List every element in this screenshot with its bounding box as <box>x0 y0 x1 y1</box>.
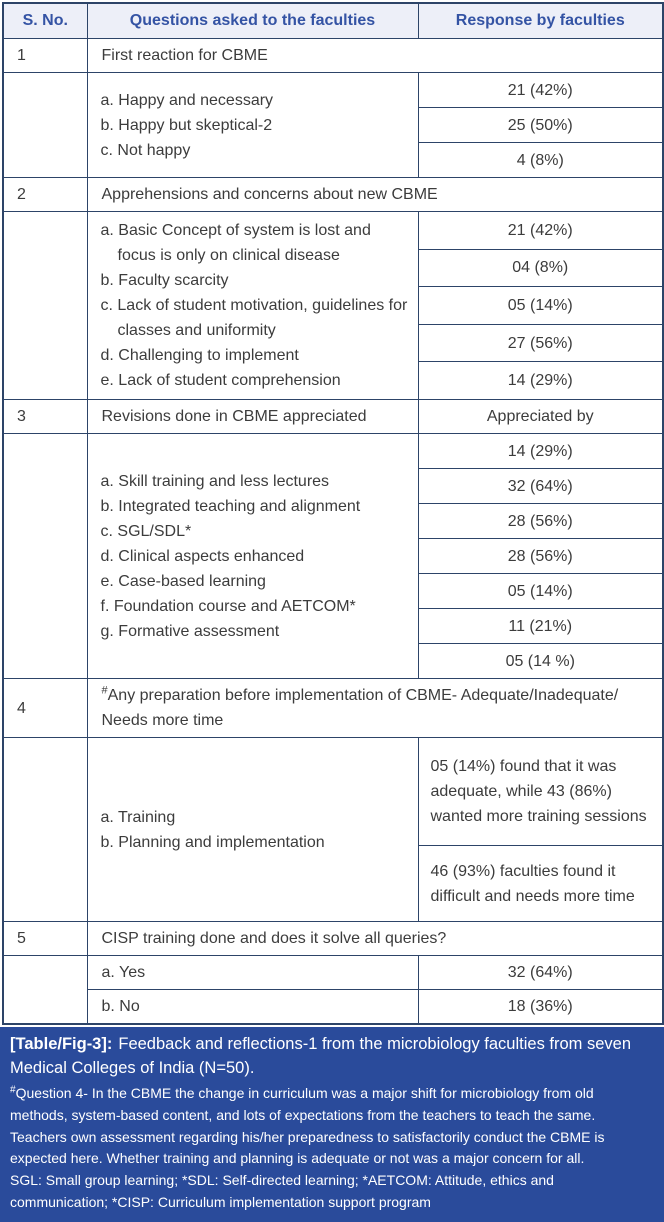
sno-spacer-1 <box>2 72 88 178</box>
response-cell-3g: 05 (14 %) <box>417 643 664 679</box>
option-2b: b. Faculty scarcity <box>100 272 229 289</box>
option-4b: b. Planning and implementation <box>100 833 325 851</box>
column-header-response: Response by faculties <box>417 2 664 39</box>
faculty-feedback-table: S. No. Questions asked to the faculties … <box>2 2 664 1025</box>
question-row-1: 1 First reaction for CBME <box>2 38 664 73</box>
option-3c: c. SGL/SDL* <box>100 522 192 540</box>
sno-cell-1: 1 <box>2 38 88 73</box>
option-3d: d. Clinical aspects enhanced <box>100 547 305 565</box>
option-1b: b. Happy but skeptical-2 <box>100 116 273 134</box>
options-cell-3: a. Skill training and less lectures b. I… <box>86 433 419 679</box>
sno-cell-5: 5 <box>2 921 88 956</box>
response-cell-1a: 21 (42%) <box>417 72 664 108</box>
option-2e: e. Lack of student comprehension <box>100 372 341 389</box>
options-cell-1: a. Happy and necessary b. Happy but skep… <box>86 72 419 178</box>
option-3b: b. Integrated teaching and alignment <box>100 497 361 515</box>
response-cell-1b: 25 (50%) <box>417 107 664 143</box>
option-2d: d. Challenging to implement <box>100 347 299 364</box>
response-cell-2c: 05 (14%) <box>417 286 664 325</box>
question-row-5: 5 CISP training done and does it solve a… <box>2 921 664 956</box>
question-cell-2: Apprehensions and concerns about new CBM… <box>86 177 664 212</box>
table-caption: [Table/Fig-3]: Feedback and reflections-1… <box>10 1033 654 1081</box>
footnote-marker: # <box>10 1084 16 1096</box>
column-header-questions: Questions asked to the faculties <box>86 2 419 39</box>
question-text-4: Any preparation before implementation of… <box>101 687 619 729</box>
question-row-4: 4 #Any preparation before implementation… <box>2 678 664 738</box>
item-row-5b: b. No 18 (36%) <box>3 989 664 1025</box>
question-row-2: 2 Apprehensions and concerns about new C… <box>2 177 664 212</box>
footnotes: #Question 4- In the CBME the change in c… <box>10 1083 654 1214</box>
caption-label: [Table/Fig-3]: <box>10 1035 113 1053</box>
options-cell-2: a. Basic Concept of system is lost and f… <box>86 211 419 400</box>
response-cell-5b: 18 (36%) <box>417 989 664 1025</box>
options-cell-4: a. Training b. Planning and implementati… <box>86 737 419 922</box>
option-5a: a. Yes <box>86 955 419 990</box>
option-5b: b. No <box>86 989 419 1025</box>
response-cell-4b: 46 (93%) faculties found it difficult an… <box>417 845 664 922</box>
question-cell-5: CISP training done and does it solve all… <box>86 921 664 956</box>
caption-band: [Table/Fig-3]: Feedback and reflections-1… <box>0 1027 664 1222</box>
option-3g: g. Formative assessment <box>100 622 280 640</box>
table-header-row: S. No. Questions asked to the faculties … <box>2 2 664 39</box>
option-3e: e. Case-based learning <box>100 572 266 590</box>
footnote-question4-text: Question 4- In the CBME the change in cu… <box>10 1084 605 1167</box>
response-cell-1c: 4 (8%) <box>417 142 664 178</box>
sno-spacer-4 <box>2 737 88 922</box>
question-row-3: 3 Revisions done in CBME appreciated App… <box>2 399 664 434</box>
option-1a: a. Happy and necessary <box>100 91 274 109</box>
sno-spacer-5 <box>2 955 88 1025</box>
option-4a: a. Training <box>100 808 176 826</box>
footnote-abbreviations: SGL: Small group learning; *SDL: Self-di… <box>10 1170 654 1214</box>
sno-cell-4: 4 <box>2 678 88 738</box>
response-cell-2a: 21 (42%) <box>417 211 664 250</box>
option-2c: c. Lack of student motivation, guideline… <box>100 297 408 339</box>
response-cell-3e: 05 (14%) <box>417 573 664 609</box>
options-block-3: a. Skill training and less lectures b. I… <box>2 433 664 679</box>
caption-text: Feedback and reflections-1 from the micr… <box>10 1035 632 1077</box>
question-cell-4: #Any preparation before implementation o… <box>86 678 664 738</box>
response-cell-3c: 28 (56%) <box>417 503 664 539</box>
footnote-abbreviations-text: SGL: Small group learning; *SDL: Self-di… <box>10 1172 554 1210</box>
item-row-5a: a. Yes 32 (64%) <box>2 955 664 1025</box>
response-cell-3d: 28 (56%) <box>417 538 664 574</box>
response-cell-3f: 11 (21%) <box>417 608 664 644</box>
footnote-marker-hash: # <box>101 684 108 697</box>
response-cell-2d: 27 (56%) <box>417 323 664 363</box>
footnote-question4: #Question 4- In the CBME the change in c… <box>10 1083 654 1170</box>
sno-cell-3: 3 <box>2 399 88 434</box>
option-3a: a. Skill training and less lectures <box>100 472 330 490</box>
response-subheader-3: Appreciated by <box>417 399 664 434</box>
sno-spacer-2 <box>2 211 88 400</box>
response-cell-3b: 32 (64%) <box>417 468 664 504</box>
question-cell-3: Revisions done in CBME appreciated <box>86 399 419 434</box>
option-1c: c. Not happy <box>100 141 191 159</box>
column-header-sno: S. No. <box>2 2 88 39</box>
response-cell-2b: 04 (8%) <box>417 248 664 288</box>
sno-cell-2: 2 <box>2 177 88 212</box>
sno-spacer-3 <box>2 433 88 679</box>
question-cell-1: First reaction for CBME <box>86 38 664 73</box>
options-block-1: a. Happy and necessary b. Happy but skep… <box>2 72 664 178</box>
option-2a: a. Basic Concept of system is lost and f… <box>100 222 371 264</box>
response-cell-3a: 14 (29%) <box>417 433 664 469</box>
response-cell-4a: 05 (14%) found that it was adequate, whi… <box>417 737 664 846</box>
options-block-4: a. Training b. Planning and implementati… <box>2 737 664 922</box>
options-block-2: a. Basic Concept of system is lost and f… <box>2 211 664 400</box>
response-cell-5a: 32 (64%) <box>417 955 664 990</box>
option-3f: f. Foundation course and AETCOM* <box>100 597 356 615</box>
response-cell-2e: 14 (29%) <box>417 361 664 400</box>
